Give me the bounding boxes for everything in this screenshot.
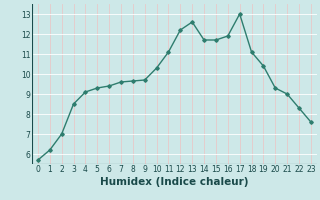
X-axis label: Humidex (Indice chaleur): Humidex (Indice chaleur) <box>100 177 249 187</box>
